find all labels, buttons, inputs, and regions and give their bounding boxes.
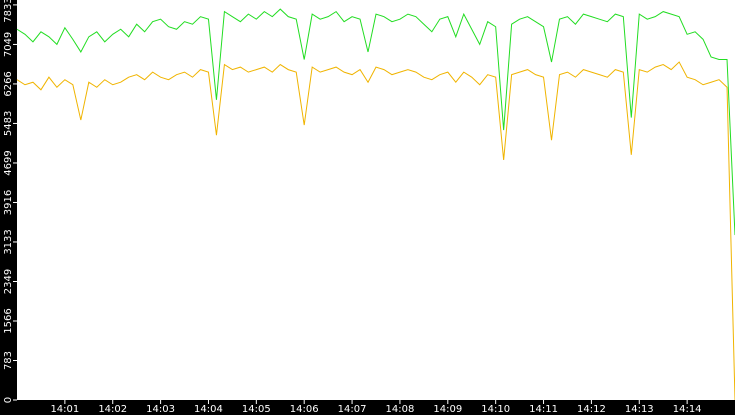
y-tick-label: 6266: [3, 71, 14, 96]
y-tick-label: 783: [3, 351, 14, 370]
x-tick-label: 14:07: [338, 404, 367, 415]
x-tick-label: 14:01: [50, 404, 79, 415]
x-tick-label: 14:09: [433, 404, 462, 415]
y-axis-strip: [0, 0, 17, 415]
x-tick-label: 14:10: [481, 404, 510, 415]
y-tick-label: 2349: [3, 269, 14, 294]
y-tick-label: 1566: [3, 308, 14, 333]
series-line: [16, 61, 735, 401]
series-line: [16, 8, 735, 236]
y-tick-label: 7833: [3, 0, 14, 23]
x-axis-strip: [0, 400, 735, 415]
y-tick-label: 7049: [3, 32, 14, 57]
x-tick-label: 14:14: [673, 404, 702, 415]
x-tick-label: 14:06: [290, 404, 319, 415]
y-tick-label: 4699: [3, 150, 14, 175]
x-tick-label: 14:02: [98, 404, 127, 415]
y-tick-label: 3133: [3, 229, 14, 254]
x-tick-label: 14:05: [242, 404, 271, 415]
x-tick-label: 14:08: [386, 404, 415, 415]
y-tick-label: 0: [3, 397, 14, 403]
x-tick-label: 14:12: [577, 404, 606, 415]
x-tick-label: 14:03: [146, 404, 175, 415]
x-tick-label: 14:11: [529, 404, 558, 415]
x-tick-label: 14:04: [194, 404, 223, 415]
y-tick-label: 3916: [3, 190, 14, 215]
y-tick-label: 5483: [3, 111, 14, 136]
x-tick-label: 14:13: [625, 404, 654, 415]
